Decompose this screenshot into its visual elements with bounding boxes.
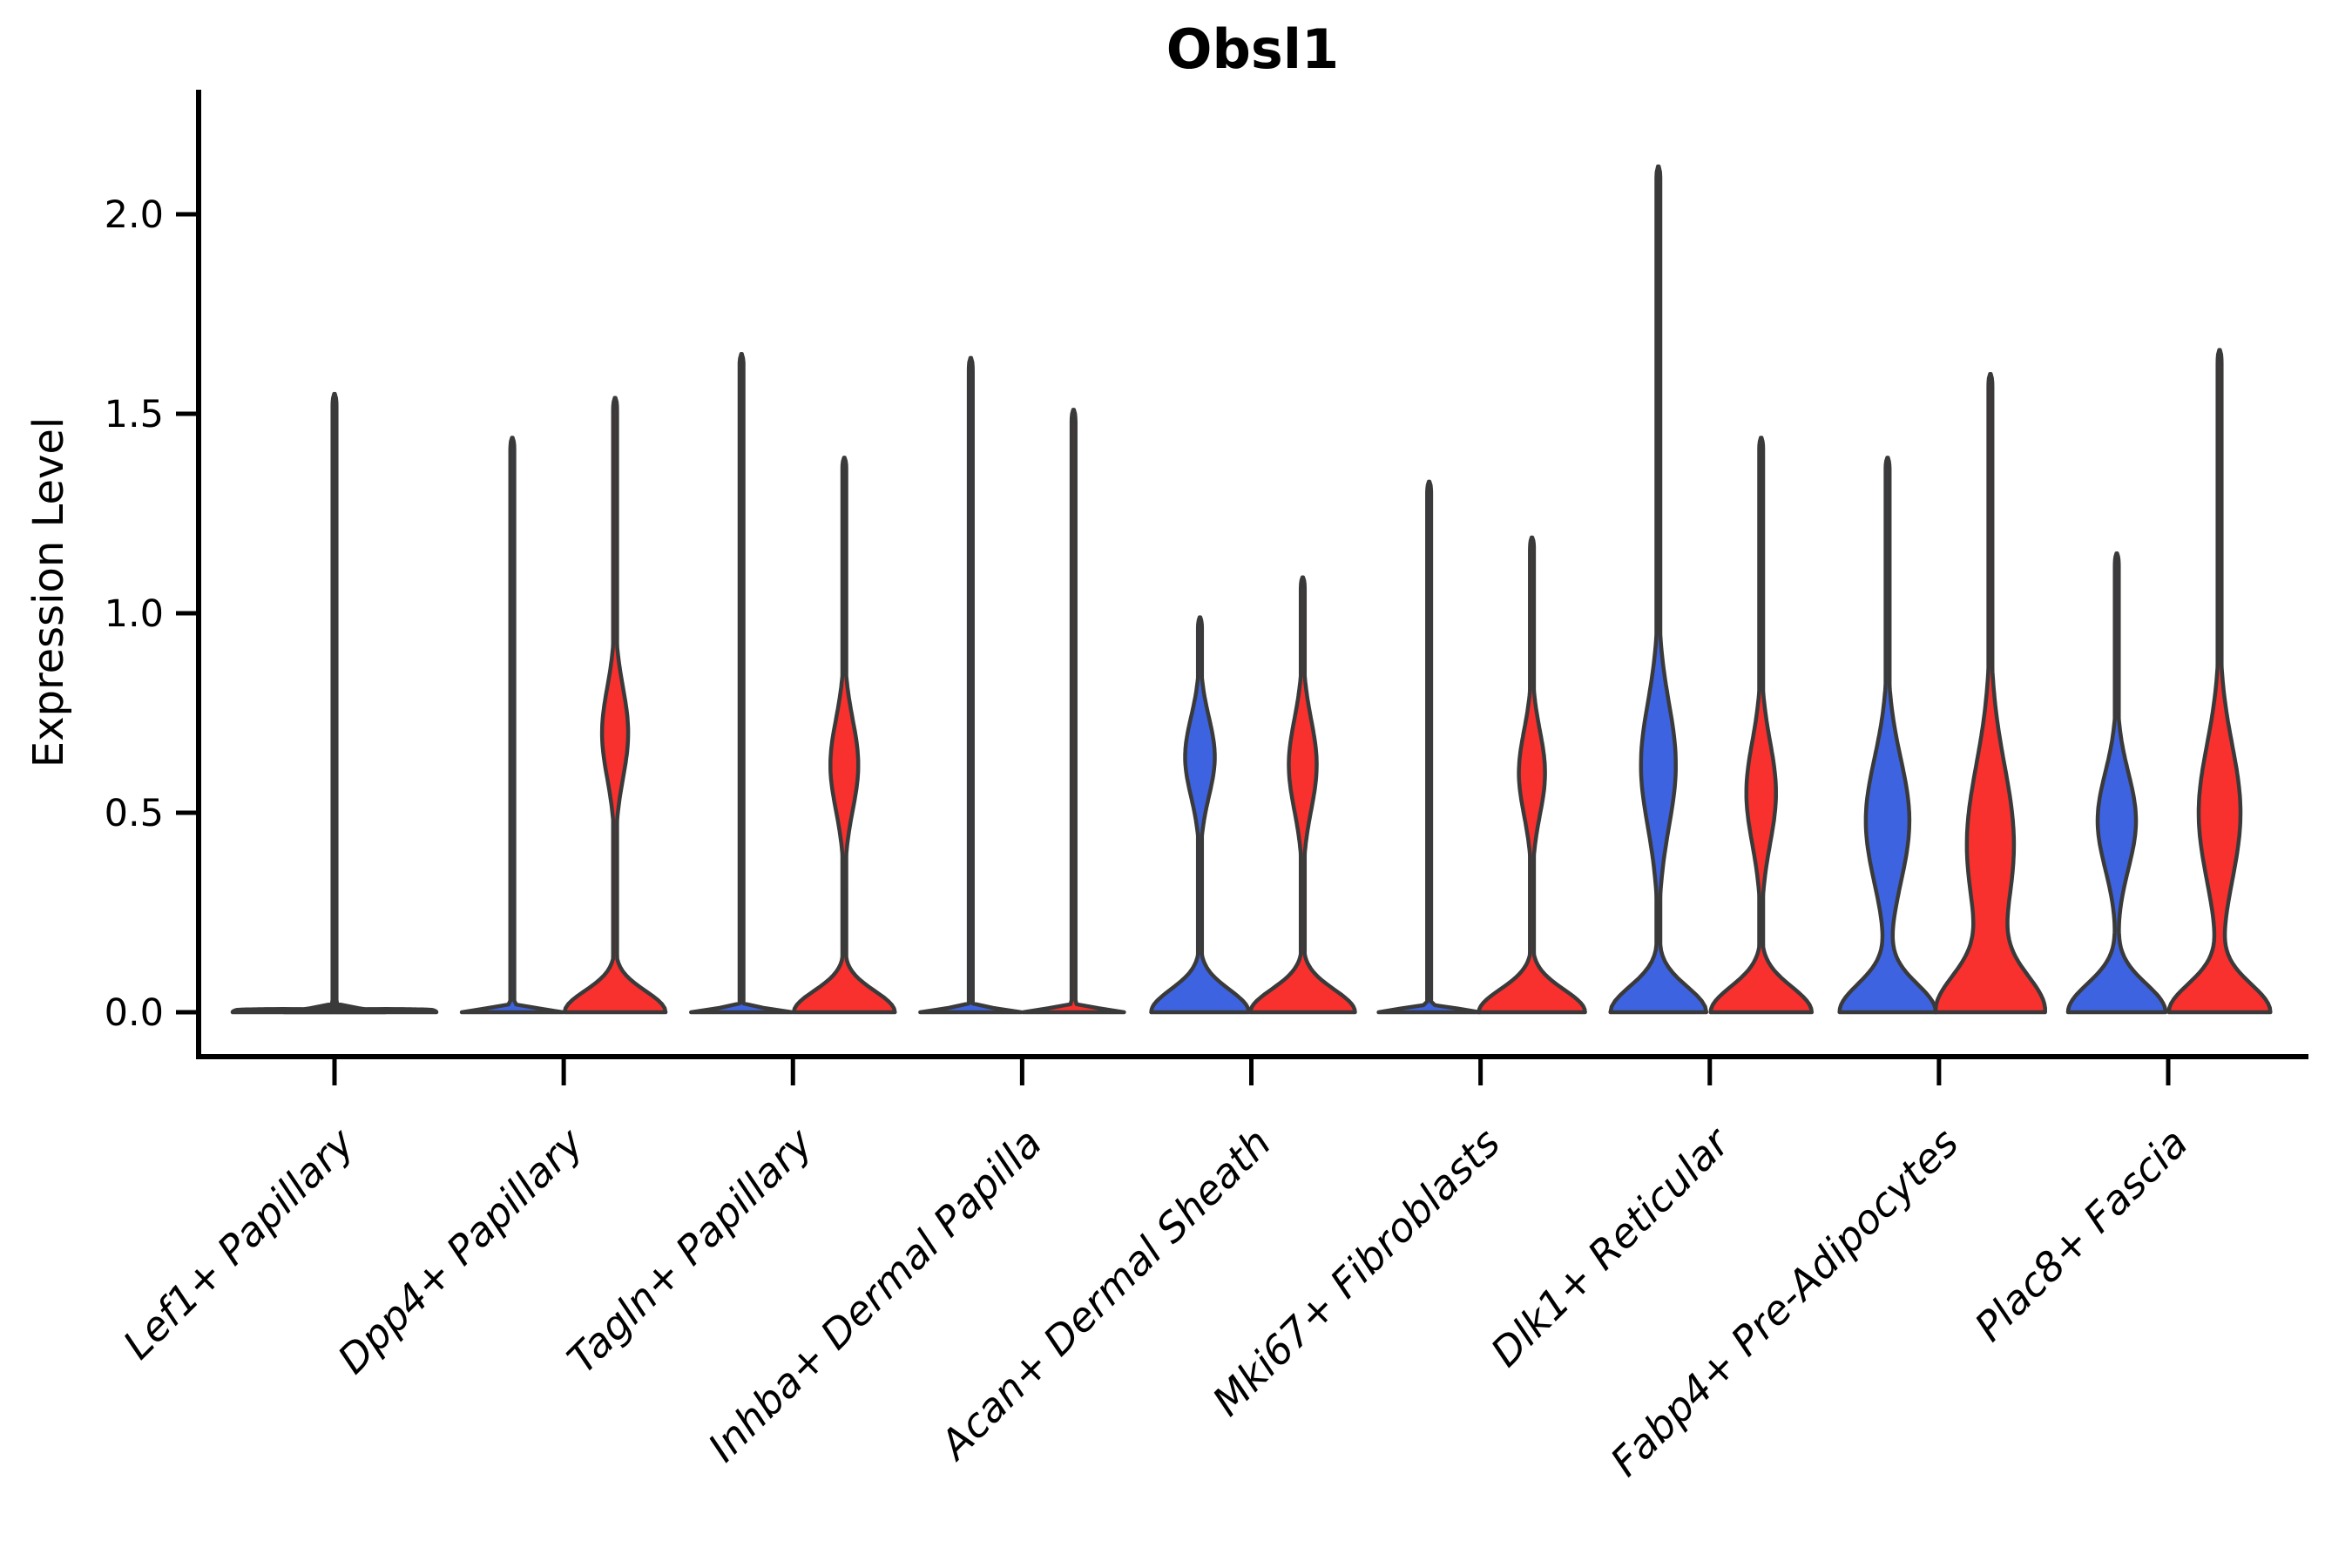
violin-inhba-dermal-papilla-group2 [1021,408,1126,1015]
x-axis-spine [196,1054,2308,1059]
x-category-label: Dlk1+ Reticular [1482,1117,1740,1375]
y-tick-label: 0.5 [105,792,164,835]
violin-fabp4-pre-adipocytes-group1 [1837,456,1938,1015]
x-tick-mark [561,1059,566,1085]
x-tick-mark [2166,1059,2171,1085]
y-tick-label: 2.0 [105,193,164,237]
violin-dpp4-papillary-group2 [562,395,668,1015]
y-ticks: 0.0 0.5 1.0 1.5 2.0 [105,193,199,1035]
violin-plac8-fascia-group2 [2166,348,2273,1015]
x-category-label: Plac8+ Fascia [1965,1119,2196,1350]
y-tick-mark [176,611,199,616]
x-category-label: Dpp4+ Papillary [328,1119,592,1382]
violin-mki67-fibroblasts-group1 [1376,479,1482,1015]
violin-acan-dermal-sheath-group2 [1248,575,1357,1015]
violin-mki67-fibroblasts-group2 [1477,535,1587,1015]
x-tick-mark [1019,1059,1024,1085]
violin-fabp4-pre-adipocytes-group2 [1933,371,2047,1015]
x-tick-mark [1249,1059,1254,1085]
y-tick-label: 0.0 [105,991,164,1035]
violin-dlk1-reticular-group1 [1608,164,1709,1015]
chart-title: Obsl1 [1166,17,1339,81]
y-tick-mark [176,212,199,217]
violin-inhba-dermal-papilla-group1 [918,355,1024,1015]
violin-dlk1-reticular-group2 [1708,436,1815,1015]
x-category-label: Tagln+ Papillary [558,1119,822,1382]
x-tick-mark [1936,1059,1942,1085]
x-tick-mark [1707,1059,1713,1085]
x-tick-mark [1478,1059,1484,1085]
violin-acan-dermal-sheath-group1 [1149,615,1251,1015]
axes-layer [196,90,2308,1059]
x-tick-mark [790,1059,795,1085]
x-tick-mark [332,1059,337,1085]
y-tick-label: 1.0 [105,592,164,636]
violin-plac8-fascia-group1 [2065,551,2168,1015]
y-tick-mark [176,810,199,815]
violin-tagln-papillary-group2 [791,456,897,1015]
violin-tagln-papillary-group1 [689,352,794,1015]
violin-dpp4-papillary-group1 [459,436,565,1015]
x-category-label: Lef1+ Papillary [114,1119,363,1368]
violin-lef1-papillary-outlier-spike [281,391,388,1015]
y-axis-label: Expression Level [24,417,73,768]
y-tick-mark [176,1010,199,1015]
y-tick-mark [176,411,199,416]
violins-layer [230,164,2273,1015]
y-axis-spine [196,90,201,1059]
y-tick-label: 1.5 [105,393,164,436]
